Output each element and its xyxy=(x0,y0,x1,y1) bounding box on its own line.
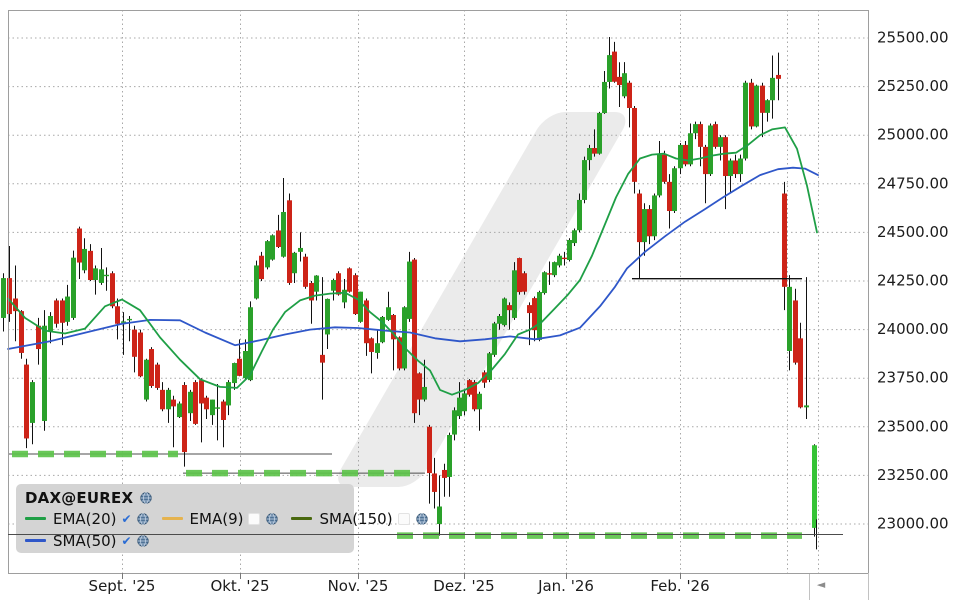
ema20-swatch xyxy=(25,517,46,520)
svg-text:24250.00: 24250.00 xyxy=(877,272,949,290)
sma50-swatch xyxy=(25,539,46,542)
svg-text:23500.00: 23500.00 xyxy=(877,417,949,435)
svg-text:24000.00: 24000.00 xyxy=(877,320,949,338)
svg-text:Jan. '26: Jan. '26 xyxy=(537,577,594,595)
watermark-band xyxy=(338,112,626,487)
svg-text:24500.00: 24500.00 xyxy=(877,223,949,241)
globe-icon[interactable] xyxy=(415,512,428,525)
sma50-label: SMA(50) xyxy=(53,531,117,550)
svg-text:23250.00: 23250.00 xyxy=(877,466,949,484)
instrument-title: DAX@EUREX xyxy=(25,488,134,507)
legend-item-sma50: SMA(50) ✔ xyxy=(25,532,149,550)
svg-text:Feb. '26: Feb. '26 xyxy=(650,577,709,595)
scroll-left-arrow[interactable]: ◄ xyxy=(816,578,826,591)
ema9-swatch xyxy=(161,517,183,520)
ema9-label: EMA(9) xyxy=(189,509,244,528)
sma150-label: SMA(150) xyxy=(319,509,393,528)
y-axis-labels: 25500.00 25250.00 25000.00 24750.00 24500.00… xyxy=(877,29,949,533)
legend-panel: DAX@EUREX EMA(20) ✔ EMA(9) SMA(150) xyxy=(16,484,428,553)
svg-text:Dez. '25: Dez. '25 xyxy=(433,577,494,595)
sma150-swatch xyxy=(291,517,313,520)
svg-text:Nov. '25: Nov. '25 xyxy=(328,577,389,595)
globe-icon[interactable] xyxy=(135,491,152,504)
ema20-line xyxy=(7,126,818,396)
legend-item-ema9: EMA(9) xyxy=(161,509,279,528)
svg-text:23750.00: 23750.00 xyxy=(877,369,949,387)
globe-icon[interactable] xyxy=(136,534,149,547)
svg-text:23000.00: 23000.00 xyxy=(877,515,949,533)
svg-text:25000.00: 25000.00 xyxy=(877,126,949,144)
sma50-line xyxy=(7,166,819,350)
sma150-checkbox-unchecked[interactable] xyxy=(397,512,410,525)
horizontal-level-line xyxy=(8,534,843,535)
globe-icon[interactable] xyxy=(136,512,149,525)
ema9-checkbox-unchecked[interactable] xyxy=(248,512,261,525)
sma50-checkbox-checked[interactable]: ✔ xyxy=(121,533,132,548)
svg-text:25500.00: 25500.00 xyxy=(877,29,949,47)
ema20-label: EMA(20) xyxy=(53,509,117,528)
x-axis-labels: Sept. '25 Okt. '25 Nov. '25 Dez. '25 Jan. '2… xyxy=(89,573,710,595)
ema20-checkbox-checked[interactable]: ✔ xyxy=(121,511,132,526)
globe-icon[interactable] xyxy=(266,512,279,525)
gridlines xyxy=(8,10,868,573)
legend-item-ema20: EMA(20) ✔ xyxy=(25,510,149,528)
svg-text:24750.00: 24750.00 xyxy=(877,174,949,192)
svg-text:Sept. '25: Sept. '25 xyxy=(89,577,156,595)
svg-text:25250.00: 25250.00 xyxy=(877,77,949,95)
legend-item-sma150: SMA(150) xyxy=(291,509,428,528)
svg-text:Okt. '25: Okt. '25 xyxy=(210,577,269,595)
